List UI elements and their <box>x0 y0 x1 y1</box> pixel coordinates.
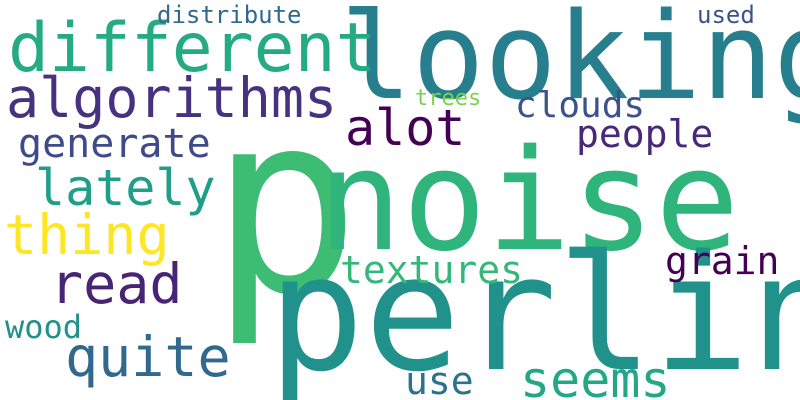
word-perlin: perlin <box>268 220 800 400</box>
word-trees: trees <box>415 86 482 111</box>
word-clouds: clouds <box>515 85 646 126</box>
word-p: p <box>210 59 361 350</box>
word-noise: noise <box>318 120 740 283</box>
word-people: people <box>576 112 714 156</box>
word-textures: textures <box>340 248 524 292</box>
word-read: read <box>50 252 183 316</box>
word-grain: grain <box>665 239 780 283</box>
word-generate: generate <box>18 121 211 167</box>
word-quite: quite <box>65 325 231 389</box>
word-lately: lately <box>35 159 216 217</box>
word-looking: looking <box>340 0 800 127</box>
word-distribute: distribute <box>157 1 302 29</box>
word-used: used <box>697 1 755 29</box>
word-alot: alot <box>345 99 466 157</box>
word-use: use <box>405 359 474 400</box>
word-algorithms: algorithms <box>6 66 338 130</box>
word-different: different <box>8 9 377 88</box>
word-seems: seems <box>520 351 671 400</box>
word-thing: thing <box>4 203 170 267</box>
word-wood: wood <box>5 308 83 346</box>
